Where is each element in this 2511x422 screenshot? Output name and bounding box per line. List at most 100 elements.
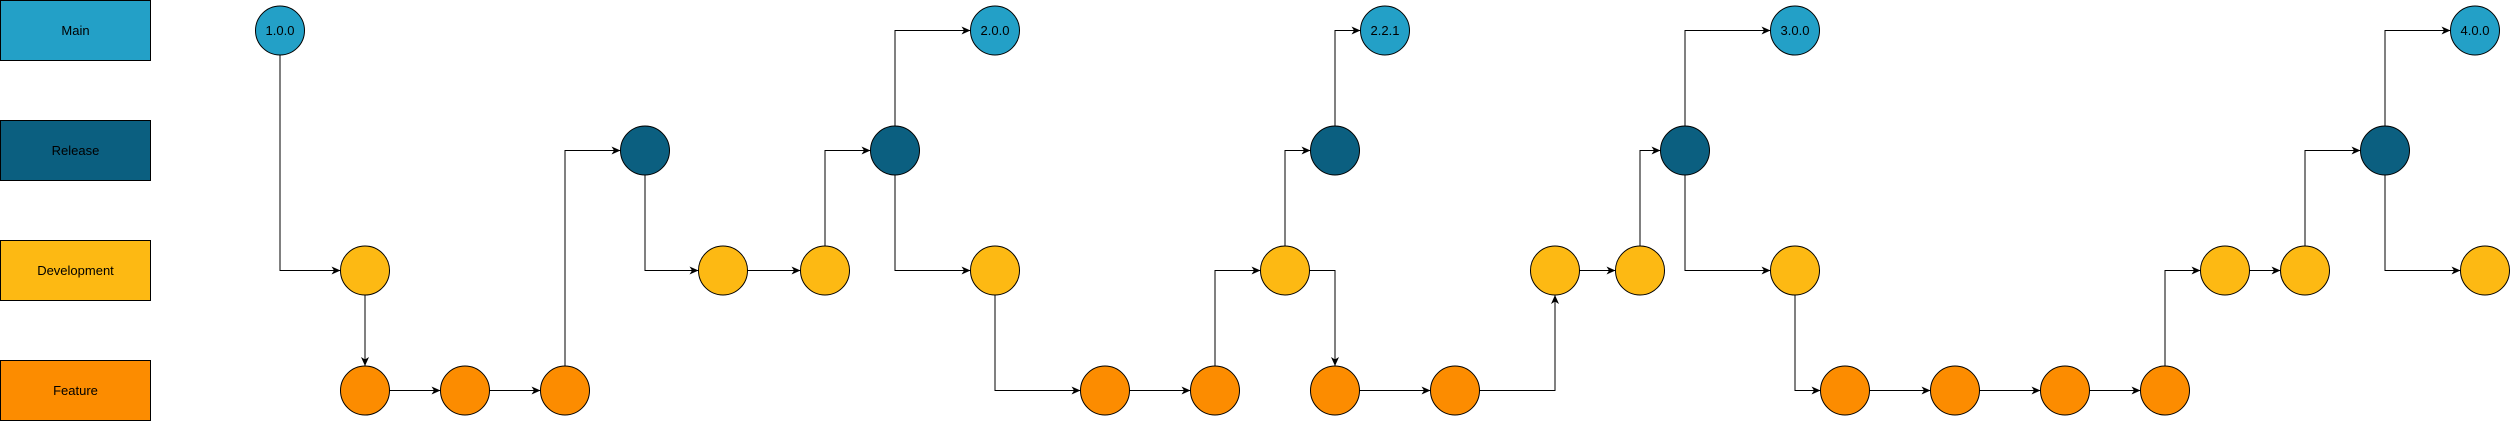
version-label: 1.0.0 xyxy=(266,23,295,38)
edge-r1-to-d2 xyxy=(644,175,699,275)
commit-circle-main xyxy=(2450,5,2500,56)
commit-circle-main xyxy=(255,5,305,56)
commit-node-f6 xyxy=(1310,365,1360,416)
version-label: 2.0.0 xyxy=(981,23,1010,38)
commit-circle-feature xyxy=(1080,365,1130,416)
commit-node-f1 xyxy=(340,365,390,416)
lane-feature: Feature xyxy=(0,360,151,421)
version-label: 3.0.0 xyxy=(1781,23,1810,38)
edge-m1-to-d1 xyxy=(279,55,341,275)
lane-development: Development xyxy=(0,240,151,301)
edge-r4-to-d8 xyxy=(1684,175,1771,275)
commit-circle-release xyxy=(1660,125,1710,176)
commit-node-d4 xyxy=(970,245,1020,296)
edge-d7-to-r4 xyxy=(1639,146,1661,246)
commit-node-m5: 4.0.0 xyxy=(2450,5,2500,56)
commit-circle-development xyxy=(1530,245,1580,296)
lane-label-main: Main xyxy=(61,23,89,38)
commit-node-r2 xyxy=(870,125,920,176)
edge-d4-to-f4 xyxy=(994,295,1081,395)
commit-node-d8 xyxy=(1770,245,1820,296)
edge-d5-to-f6 xyxy=(1309,270,1339,366)
lane-box-main xyxy=(0,0,151,61)
version-label: 2.2.1 xyxy=(1371,23,1400,38)
commit-node-d3 xyxy=(800,245,850,296)
commit-node-r5 xyxy=(2360,125,2410,176)
commit-circle-development xyxy=(2200,245,2250,296)
commit-node-m4: 3.0.0 xyxy=(1770,5,1820,56)
edge-r5-to-d11 xyxy=(2384,175,2461,275)
commit-circle-development xyxy=(2280,245,2330,296)
edge-r2-to-d4 xyxy=(894,175,971,275)
commit-circle-development xyxy=(698,245,748,296)
commit-circle-feature xyxy=(1430,365,1480,416)
lane-main: Main xyxy=(0,0,151,61)
commit-node-f2 xyxy=(440,365,490,416)
commit-nodes: 1.0.0 2.0.0 2.2.1 3.0.0 4.0.0 xyxy=(255,5,2510,416)
commit-circle-development xyxy=(970,245,1020,296)
lane-headers: Main Release Development Feature xyxy=(0,0,151,421)
edge-d8-to-f8 xyxy=(1794,295,1821,395)
commit-circle-feature xyxy=(540,365,590,416)
commit-circle-feature xyxy=(340,365,390,416)
edge-f11-to-d9 xyxy=(2164,266,2201,366)
commit-node-f8 xyxy=(1820,365,1870,416)
edges xyxy=(279,26,2461,395)
commit-node-d10 xyxy=(2280,245,2330,296)
edge-r3-to-m3 xyxy=(1334,26,1361,126)
commit-node-d9 xyxy=(2200,245,2250,296)
edge-f3-to-r1 xyxy=(564,146,621,366)
commit-circle-feature xyxy=(2140,365,2190,416)
commit-circle-development xyxy=(800,245,850,296)
commit-circle-development xyxy=(1770,245,1820,296)
lane-label-release: Release xyxy=(52,143,100,158)
lane-label-feature: Feature xyxy=(53,383,98,398)
commit-node-r1 xyxy=(620,125,670,176)
version-label: 4.0.0 xyxy=(2461,23,2490,38)
commit-node-d7 xyxy=(1615,245,1665,296)
edge-r4-to-m4 xyxy=(1684,26,1771,126)
commit-node-m2: 2.0.0 xyxy=(970,5,1020,56)
commit-node-f7 xyxy=(1430,365,1480,416)
commit-circle-release xyxy=(870,125,920,176)
commit-circle-development xyxy=(1260,245,1310,296)
commit-node-f11 xyxy=(2140,365,2190,416)
commit-node-f10 xyxy=(2040,365,2090,416)
commit-circle-development xyxy=(1615,245,1665,296)
lane-box-feature xyxy=(0,360,151,421)
commit-node-f3 xyxy=(540,365,590,416)
commit-node-f5 xyxy=(1190,365,1240,416)
commit-circle-feature xyxy=(2040,365,2090,416)
commit-circle-main xyxy=(970,5,1020,56)
commit-circle-feature xyxy=(1310,365,1360,416)
commit-node-d5 xyxy=(1260,245,1310,296)
commit-circle-release xyxy=(2360,125,2410,176)
commit-circle-main xyxy=(1360,5,1410,56)
commit-node-f4 xyxy=(1080,365,1130,416)
commit-circle-release xyxy=(620,125,670,176)
commit-node-d2 xyxy=(698,245,748,296)
lane-label-development: Development xyxy=(37,263,114,278)
commit-circle-feature xyxy=(1930,365,1980,416)
commit-node-m3: 2.2.1 xyxy=(1360,5,1410,56)
lane-box-release xyxy=(0,120,151,181)
commit-node-m1: 1.0.0 xyxy=(255,5,305,56)
edge-r2-to-m2 xyxy=(894,26,971,126)
edge-d3-to-r2 xyxy=(824,146,871,246)
commit-circle-feature xyxy=(1190,365,1240,416)
edge-d5-to-r3 xyxy=(1284,146,1311,246)
commit-node-d1 xyxy=(340,245,390,296)
commit-circle-feature xyxy=(1820,365,1870,416)
commit-circle-development xyxy=(2460,245,2510,296)
commit-circle-release xyxy=(1310,125,1360,176)
commit-circle-development xyxy=(340,245,390,296)
edge-f5-to-d5 xyxy=(1214,266,1261,366)
commit-circle-feature xyxy=(440,365,490,416)
commit-node-f9 xyxy=(1930,365,1980,416)
lane-release: Release xyxy=(0,120,151,181)
edge-r5-to-m5 xyxy=(2384,26,2451,126)
commit-circle-main xyxy=(1770,5,1820,56)
lane-box-development xyxy=(0,240,151,301)
edge-d10-to-r5 xyxy=(2304,146,2361,246)
